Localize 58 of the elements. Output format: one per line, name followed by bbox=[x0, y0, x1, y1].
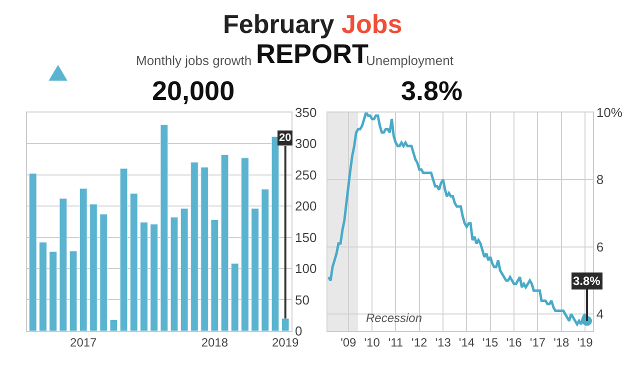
x-tick-label: '16 bbox=[506, 335, 522, 350]
bar bbox=[200, 167, 208, 331]
y-tick-label: 100 bbox=[295, 261, 317, 276]
bar bbox=[150, 224, 158, 331]
bar bbox=[210, 220, 219, 331]
bar bbox=[190, 162, 198, 331]
bar bbox=[90, 204, 98, 331]
y-tick-label: 150 bbox=[295, 230, 317, 245]
chart-subtitle: 3.8% bbox=[401, 76, 463, 106]
x-tick-label: '12 bbox=[412, 335, 428, 350]
chart-subtitle: 20,000 bbox=[152, 76, 235, 106]
chart-title: Monthly jobs growth bbox=[136, 53, 252, 68]
y-tick-label: 350 bbox=[295, 104, 317, 120]
bar bbox=[29, 173, 37, 331]
bar bbox=[220, 154, 229, 331]
bar bbox=[59, 198, 68, 331]
bar bbox=[49, 251, 57, 331]
y-tick-label: 300 bbox=[295, 136, 317, 152]
annotation: 3.8% bbox=[573, 274, 601, 288]
x-tick-label: '09 bbox=[340, 335, 357, 350]
bar bbox=[261, 188, 270, 331]
y-tick-label: 8 bbox=[596, 172, 604, 188]
x-tick-label: '18 bbox=[554, 335, 570, 350]
bar bbox=[241, 158, 249, 331]
bar bbox=[100, 214, 108, 331]
bar bbox=[69, 250, 78, 331]
text: Jobs bbox=[342, 9, 402, 39]
bar bbox=[130, 193, 138, 331]
bar bbox=[80, 188, 88, 331]
x-tick-label: '19 bbox=[577, 335, 594, 350]
x-tick-label: 2017 bbox=[70, 335, 98, 350]
bar bbox=[39, 242, 47, 331]
y-tick-label: 6 bbox=[596, 239, 604, 254]
bar bbox=[180, 208, 188, 331]
x-tick-label: '10 bbox=[364, 335, 380, 350]
band-label: Recession bbox=[366, 311, 422, 325]
text: February bbox=[223, 9, 334, 39]
x-tick-label: 2018 bbox=[201, 335, 228, 350]
x-tick-label: '11 bbox=[388, 335, 404, 350]
x-tick-label: '14 bbox=[458, 335, 475, 350]
bar bbox=[271, 136, 280, 331]
bar bbox=[251, 208, 259, 331]
y-tick-label: 10% bbox=[596, 104, 623, 120]
x-tick-label: '15 bbox=[482, 335, 499, 350]
bar bbox=[160, 124, 168, 331]
bar bbox=[120, 168, 128, 331]
bar bbox=[170, 217, 178, 331]
x-tick-label: '13 bbox=[435, 335, 452, 350]
bar bbox=[110, 319, 118, 331]
y-tick-label: 250 bbox=[295, 167, 317, 182]
y-tick-label: 4 bbox=[596, 306, 604, 322]
bar bbox=[281, 318, 290, 331]
bar bbox=[140, 222, 148, 331]
x-tick-label: '17 bbox=[530, 335, 546, 350]
bar bbox=[230, 263, 239, 331]
data-label: 20 bbox=[279, 132, 292, 144]
y-tick-label: 50 bbox=[295, 292, 310, 308]
y-tick-label: 200 bbox=[295, 198, 317, 214]
